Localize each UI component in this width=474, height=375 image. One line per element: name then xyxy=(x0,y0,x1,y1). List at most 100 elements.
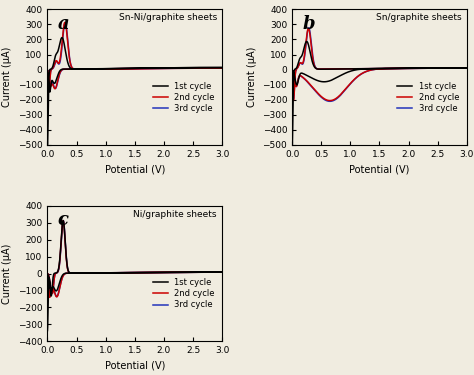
1st cycle xyxy=(59,35,65,40)
3rd cycle xyxy=(53,86,58,91)
3rd cycle xyxy=(55,80,61,85)
1st cycle xyxy=(119,66,125,71)
Y-axis label: Current (μA): Current (μA) xyxy=(2,47,12,107)
Text: Ni/graphite sheets: Ni/graphite sheets xyxy=(134,210,217,219)
2nd cycle xyxy=(450,66,456,70)
3rd cycle xyxy=(215,66,220,70)
1st cycle xyxy=(55,287,60,292)
1st cycle xyxy=(45,145,50,150)
2nd cycle xyxy=(327,98,333,103)
2nd cycle xyxy=(55,294,60,299)
2nd cycle xyxy=(364,69,369,74)
3rd cycle xyxy=(327,99,333,104)
1st cycle xyxy=(55,74,61,78)
Y-axis label: Current (μA): Current (μA) xyxy=(247,47,257,107)
2nd cycle xyxy=(62,20,68,25)
2nd cycle xyxy=(55,79,61,84)
3rd cycle xyxy=(299,75,305,79)
3rd cycle xyxy=(45,272,50,276)
Line: 2nd cycle: 2nd cycle xyxy=(47,22,222,89)
Y-axis label: Current (μA): Current (μA) xyxy=(2,243,12,304)
3rd cycle xyxy=(206,270,211,274)
Legend: 1st cycle, 2nd cycle, 3rd cycle: 1st cycle, 2nd cycle, 3rd cycle xyxy=(149,275,218,313)
Text: c: c xyxy=(58,211,69,229)
2nd cycle xyxy=(299,74,305,79)
Line: 1st cycle: 1st cycle xyxy=(47,38,222,147)
2nd cycle xyxy=(299,75,305,79)
2nd cycle xyxy=(45,272,50,276)
1st cycle xyxy=(60,218,66,223)
X-axis label: Potential (V): Potential (V) xyxy=(105,361,165,370)
Line: 1st cycle: 1st cycle xyxy=(47,220,222,331)
1st cycle xyxy=(300,71,305,75)
1st cycle xyxy=(55,287,61,291)
2nd cycle xyxy=(289,69,295,74)
3rd cycle xyxy=(45,68,50,72)
1st cycle xyxy=(119,270,125,275)
3rd cycle xyxy=(60,218,66,223)
2nd cycle xyxy=(118,270,124,275)
1st cycle xyxy=(45,69,50,74)
2nd cycle xyxy=(307,34,313,39)
2nd cycle xyxy=(52,87,58,91)
2nd cycle xyxy=(45,272,50,276)
1st cycle xyxy=(215,270,220,274)
3rd cycle xyxy=(215,270,221,274)
1st cycle xyxy=(364,67,369,71)
3rd cycle xyxy=(450,66,456,70)
2nd cycle xyxy=(60,218,66,223)
3rd cycle xyxy=(55,294,60,298)
Text: b: b xyxy=(302,15,315,33)
1st cycle xyxy=(450,66,456,70)
Line: 3rd cycle: 3rd cycle xyxy=(47,220,222,297)
Text: Sn/graphite sheets: Sn/graphite sheets xyxy=(376,13,462,22)
3rd cycle xyxy=(63,21,68,25)
X-axis label: Potential (V): Potential (V) xyxy=(105,164,165,174)
2nd cycle xyxy=(459,66,465,70)
1st cycle xyxy=(55,74,60,79)
3rd cycle xyxy=(62,20,68,25)
Text: Sn-Ni/graphite sheets: Sn-Ni/graphite sheets xyxy=(118,13,217,22)
3rd cycle xyxy=(45,272,50,276)
3rd cycle xyxy=(206,66,211,70)
2nd cycle xyxy=(45,68,50,72)
2nd cycle xyxy=(206,270,211,274)
1st cycle xyxy=(206,270,211,274)
1st cycle xyxy=(45,328,50,333)
2nd cycle xyxy=(119,66,125,71)
Line: 2nd cycle: 2nd cycle xyxy=(292,28,467,100)
1st cycle xyxy=(299,71,305,75)
3rd cycle xyxy=(119,66,125,71)
1st cycle xyxy=(289,68,295,73)
3rd cycle xyxy=(459,66,465,70)
2nd cycle xyxy=(306,26,311,31)
2nd cycle xyxy=(55,294,60,298)
Line: 2nd cycle: 2nd cycle xyxy=(47,220,222,297)
3rd cycle xyxy=(118,270,124,275)
1st cycle xyxy=(307,50,313,55)
3rd cycle xyxy=(63,246,68,250)
X-axis label: Potential (V): Potential (V) xyxy=(349,164,410,174)
1st cycle xyxy=(45,272,50,276)
3rd cycle xyxy=(299,75,305,79)
3rd cycle xyxy=(55,81,60,86)
2nd cycle xyxy=(55,80,60,84)
Legend: 1st cycle, 2nd cycle, 3rd cycle: 1st cycle, 2nd cycle, 3rd cycle xyxy=(149,78,218,116)
3rd cycle xyxy=(47,295,53,299)
Line: 3rd cycle: 3rd cycle xyxy=(292,28,467,101)
3rd cycle xyxy=(306,26,311,30)
3rd cycle xyxy=(45,72,50,76)
3rd cycle xyxy=(307,31,313,36)
Line: 1st cycle: 1st cycle xyxy=(292,42,467,149)
1st cycle xyxy=(304,39,310,44)
2nd cycle xyxy=(215,270,221,274)
2nd cycle xyxy=(63,21,68,26)
1st cycle xyxy=(215,65,220,70)
1st cycle xyxy=(63,243,68,248)
2nd cycle xyxy=(63,248,68,252)
3rd cycle xyxy=(289,70,295,74)
Legend: 1st cycle, 2nd cycle, 3rd cycle: 1st cycle, 2nd cycle, 3rd cycle xyxy=(394,78,463,116)
3rd cycle xyxy=(364,69,369,74)
2nd cycle xyxy=(45,73,50,77)
2nd cycle xyxy=(289,76,295,81)
